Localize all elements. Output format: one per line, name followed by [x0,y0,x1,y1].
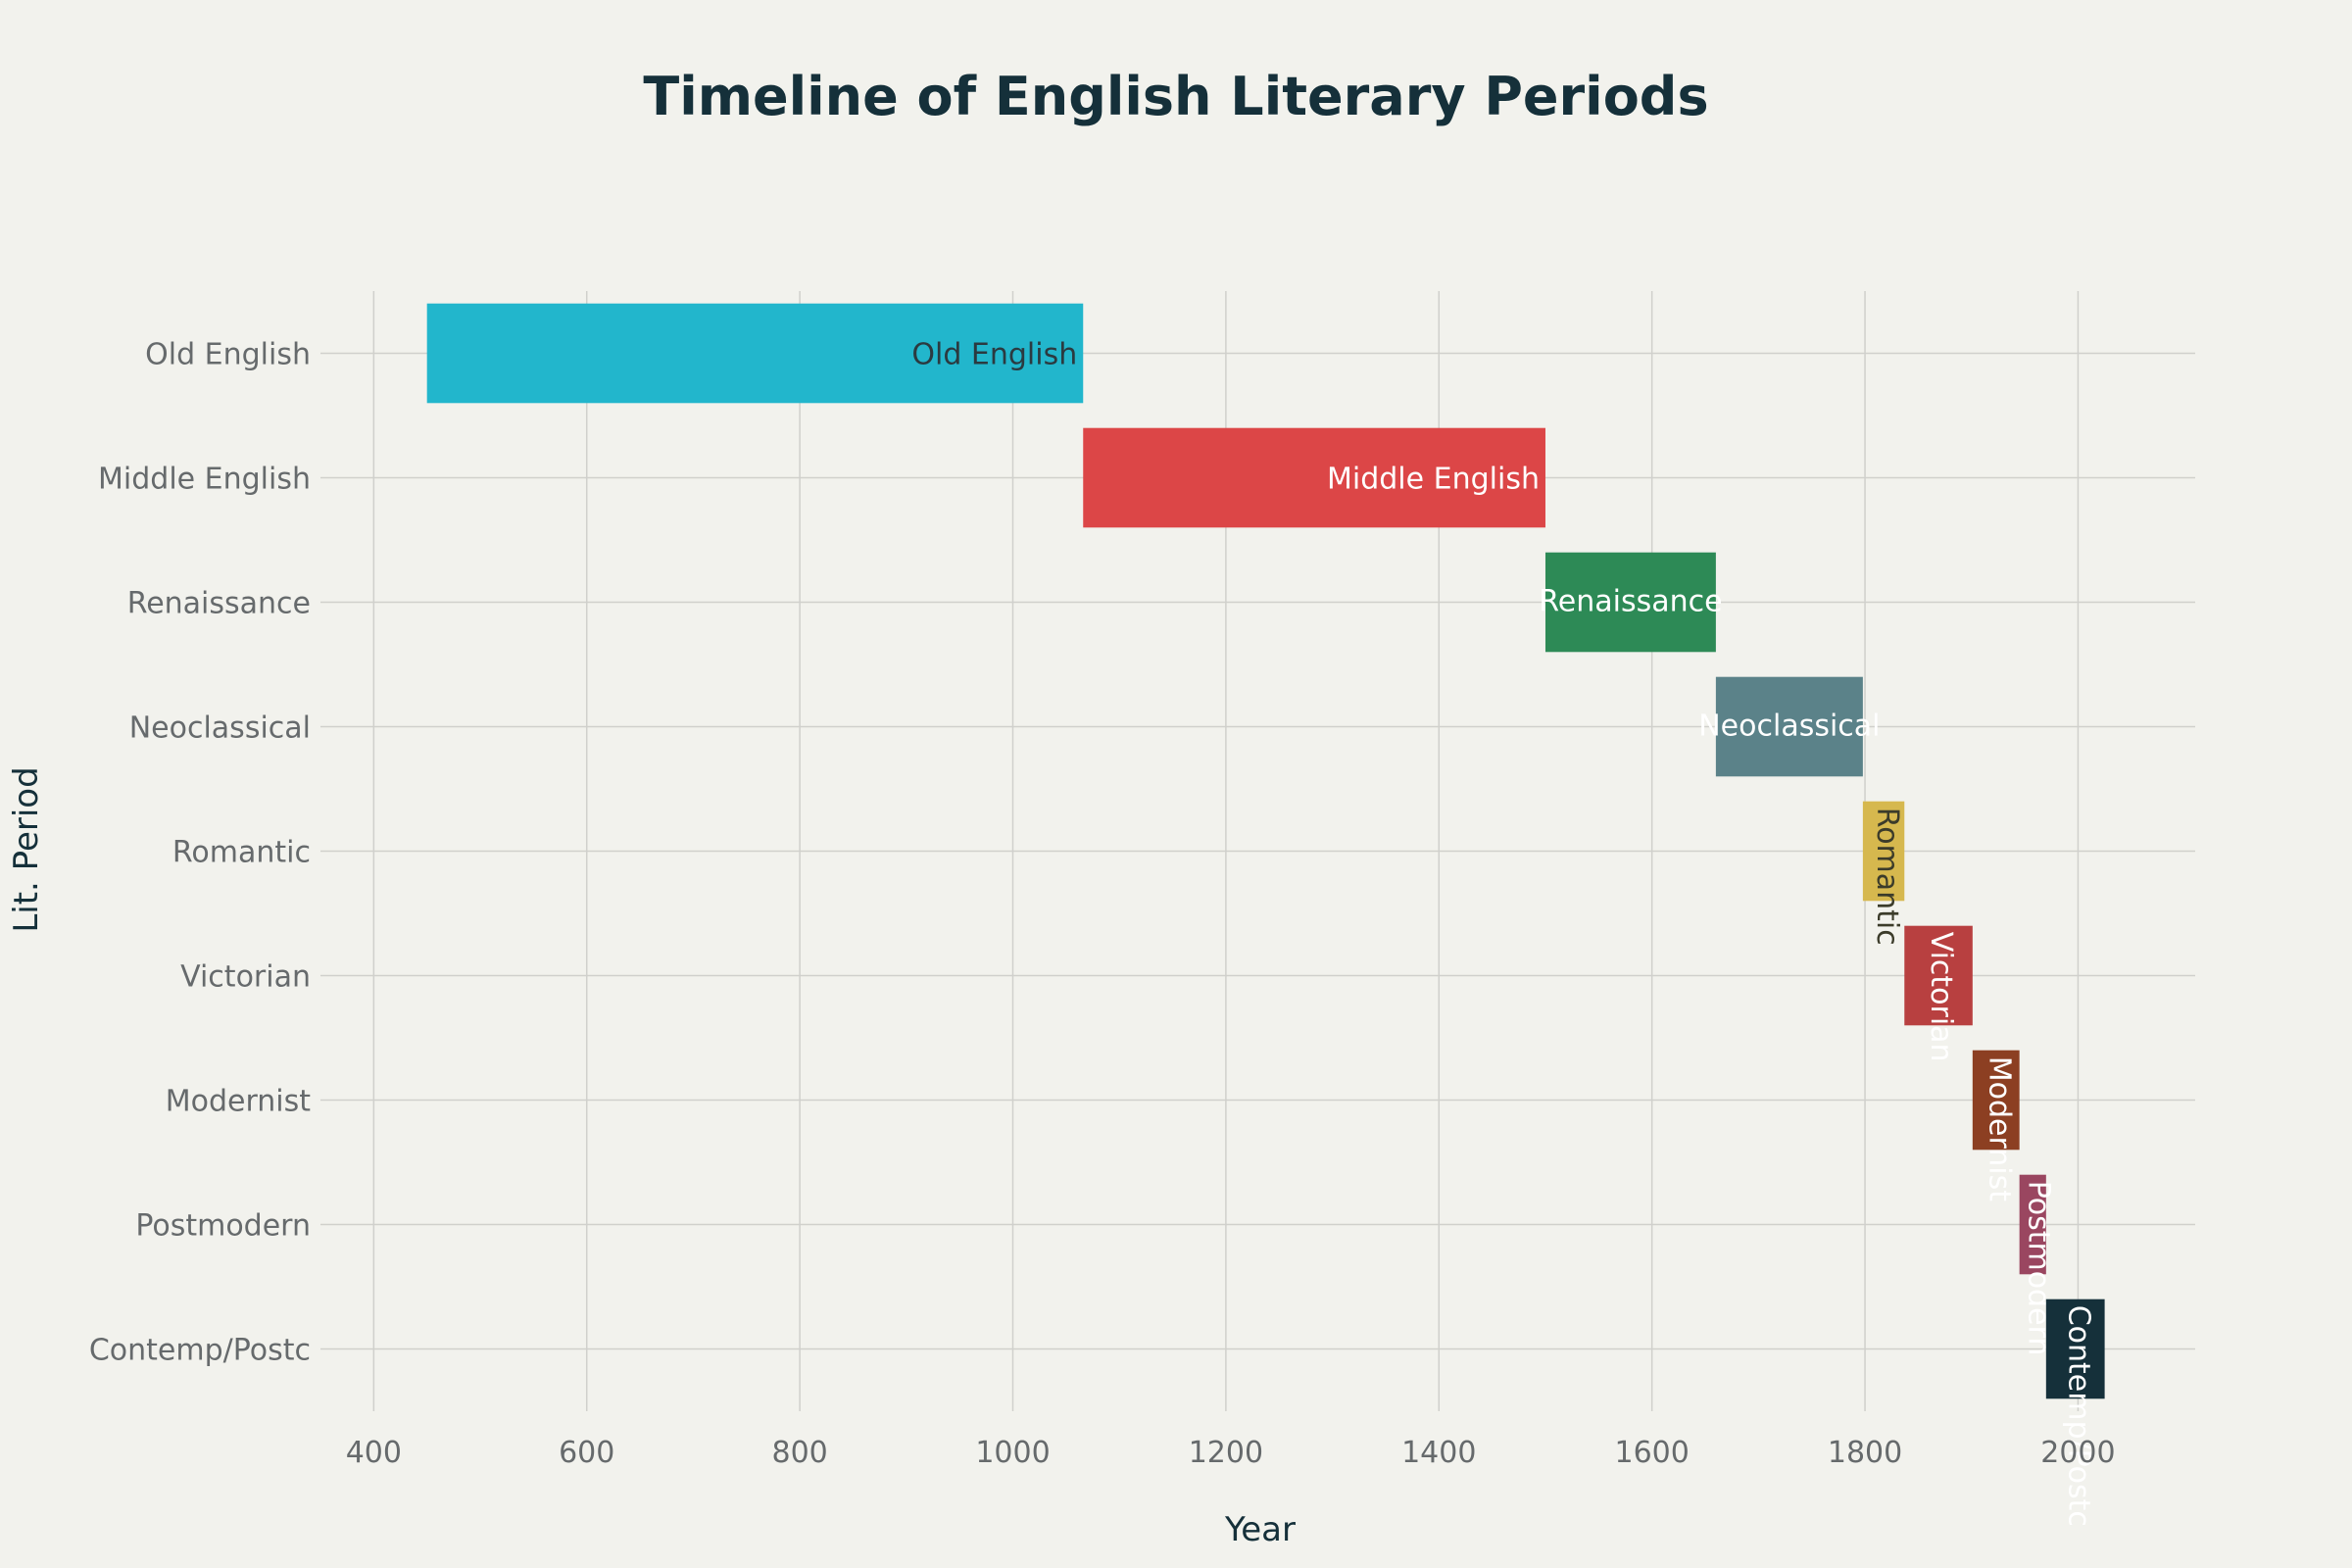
y-axis-title: Lit. Period [7,766,46,932]
bar-label: Renaissance [1539,585,1722,619]
x-tick-label: 1800 [1828,1436,1902,1470]
x-axis-title: Year [1224,1510,1296,1549]
y-tick-label: Contemp/Postc [89,1334,311,1368]
x-tick-labels: 400 600 800 1000 1200 1400 1600 1800 2000 [346,1436,2116,1470]
bar [1544,552,1716,653]
bar [1083,427,1545,528]
bar-label: Modernist [1982,1056,2016,1202]
y-tick-label: Old English [145,338,311,372]
x-tick-label: 400 [346,1436,402,1470]
bar [1715,676,1863,777]
chart-title: Timeline of English Literary Periods [643,66,1708,127]
x-tick-label: 1400 [1401,1436,1476,1470]
y-tick-labels: Old English Middle English Renaissance Neoc… [89,338,311,1368]
bars: Old English Middle English Renaissance Neoc… [426,303,2105,1527]
bar-label: Neoclassical [1698,710,1880,744]
bar [1862,801,1905,902]
bar [2019,1174,2046,1275]
bar [1904,925,1973,1026]
y-tick-label: Renaissance [127,587,311,621]
bar-label: Romantic [1870,808,1904,946]
x-tick-label: 1600 [1614,1436,1689,1470]
y-tick-label: Middle English [98,463,311,497]
y-tick-label: Romantic [172,836,311,870]
bar-label: Middle English [1327,463,1540,497]
bar [1972,1050,2020,1151]
y-tick-label: Modernist [166,1085,312,1119]
bar-label: Victorian [1924,932,1958,1062]
x-tick-label: 1000 [975,1436,1050,1470]
bar [2045,1298,2105,1399]
y-tick-label: Postmodern [135,1209,311,1244]
bar-label: Old English [911,338,1077,372]
bar [426,303,1084,404]
x-tick-label: 600 [559,1436,614,1470]
bar-label: Contemp/Postc [2061,1305,2095,1527]
y-tick-label: Neoclassical [129,711,311,746]
x-tick-label: 800 [771,1436,827,1470]
x-tick-label: 1200 [1189,1436,1263,1470]
x-tick-label: 2000 [2040,1436,2115,1470]
y-tick-label: Victorian [180,960,311,995]
